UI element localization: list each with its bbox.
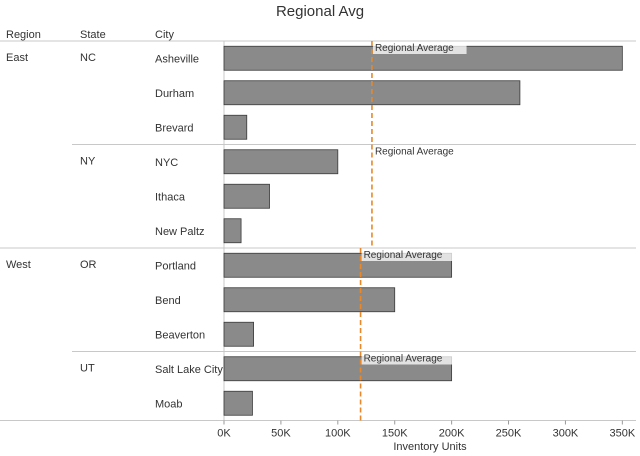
x-tick-label: 100K: [325, 428, 351, 440]
bar-brevard: [223, 114, 248, 140]
x-axis-title: Inventory Units: [393, 441, 467, 453]
state-label: NC: [80, 52, 96, 64]
state-label: UT: [80, 363, 95, 375]
city-label: Asheville: [155, 53, 199, 65]
city-label: Beaverton: [155, 329, 205, 341]
bar-ithaca: [223, 183, 270, 209]
region-label: East: [6, 52, 28, 64]
reference-label-bg: [372, 145, 467, 158]
x-tick-label: 200K: [439, 428, 465, 440]
state-label: OR: [80, 259, 97, 271]
state-header: State: [80, 29, 106, 41]
x-tick-label: 350K: [609, 428, 635, 440]
bar-beaverton: [223, 321, 254, 347]
city-header: City: [155, 29, 174, 41]
city-label: New Paltz: [155, 226, 205, 238]
x-tick-label: 150K: [382, 428, 408, 440]
x-tick-label: 50K: [271, 428, 291, 440]
reference-label-bg: [361, 352, 456, 365]
bar-nyc: [223, 149, 339, 175]
reference-label: Regional Average: [364, 250, 443, 261]
reference-label: Regional Average: [375, 43, 454, 54]
city-label: NYC: [155, 157, 178, 169]
x-tick-label: 300K: [553, 428, 579, 440]
bar-moab: [223, 390, 253, 416]
city-label: Durham: [155, 88, 194, 100]
bar-new-paltz: [223, 218, 242, 244]
city-label: Moab: [155, 398, 183, 410]
reference-label: Regional Average: [364, 354, 443, 365]
reference-label: Regional Average: [375, 147, 454, 158]
region-header: Region: [6, 29, 41, 41]
x-tick-label: 0K: [217, 428, 231, 440]
bar-bend: [223, 287, 396, 313]
reference-label-bg: [361, 249, 456, 261]
region-label: West: [6, 259, 31, 271]
reference-label-bg: [372, 42, 467, 54]
city-label: Bend: [155, 295, 181, 307]
city-label: Portland: [155, 260, 196, 272]
state-label: NY: [80, 156, 96, 168]
city-label: Salt Lake City: [155, 364, 223, 376]
chart-title: Regional Avg: [276, 3, 364, 20]
city-label: Brevard: [155, 122, 194, 134]
x-tick-label: 250K: [496, 428, 522, 440]
city-label: Ithaca: [155, 191, 186, 203]
